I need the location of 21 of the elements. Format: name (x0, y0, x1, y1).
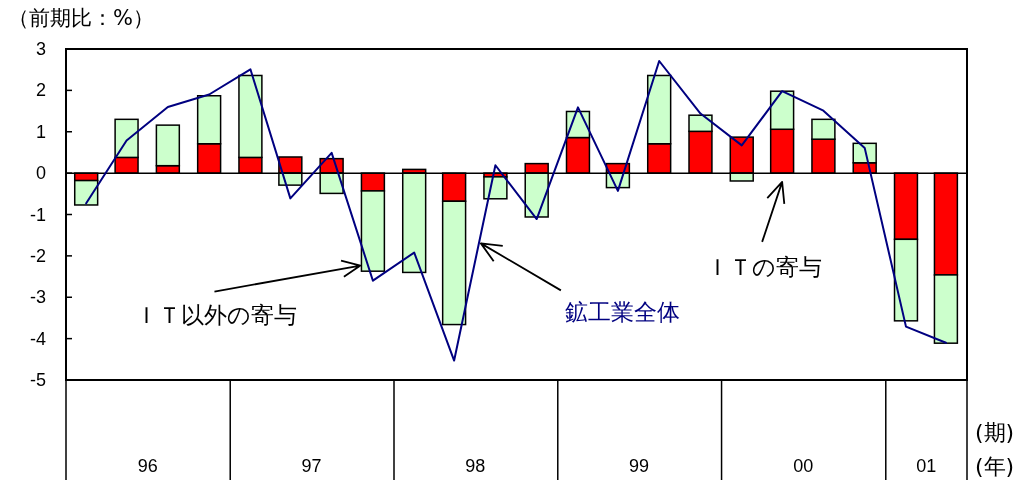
y-tick-label: 3 (35, 39, 46, 59)
y-tick-label: -5 (29, 370, 46, 390)
x-tick-label: 00 (793, 456, 814, 476)
y-tick-label: -2 (29, 245, 46, 266)
y-axis-title: （前期比：%） (8, 6, 154, 30)
x-tick-label: 96 (137, 456, 158, 476)
x-tick-label: 99 (628, 456, 650, 476)
x-tick-label: 01 (916, 456, 937, 476)
y-tick-label: 2 (35, 80, 46, 101)
y-tick-label: -3 (29, 287, 46, 308)
text: 鉱工業全体 (565, 299, 681, 326)
y-tick-label: -4 (29, 328, 46, 349)
x-tick-label: 98 (465, 456, 486, 476)
x-axis-title: (期) (年) (975, 419, 1015, 479)
x-tick-label: 97 (301, 456, 322, 476)
line-series (85, 60, 947, 362)
text: ＩＴの寄与 (706, 253, 823, 280)
y-tick-label: 0 (35, 163, 46, 184)
y-tick-label: 1 (35, 121, 46, 142)
text: ＩＴ以外の寄与 (135, 301, 298, 328)
y-tick-label: -1 (29, 204, 46, 225)
